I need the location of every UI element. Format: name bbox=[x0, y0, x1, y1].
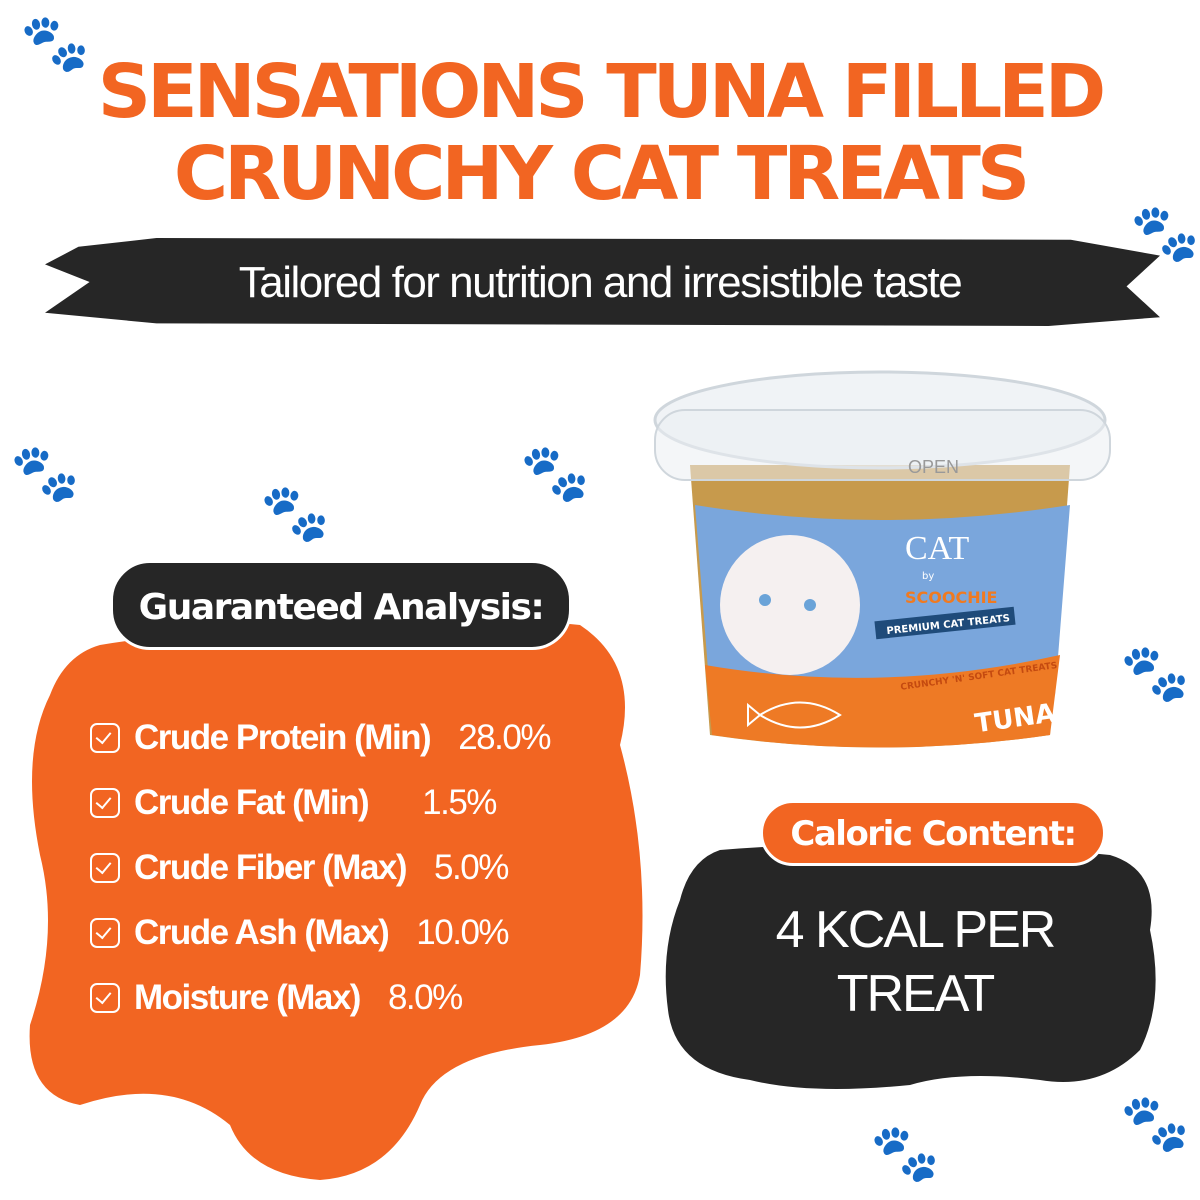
item-label: Crude Ash (Max) bbox=[134, 913, 390, 952]
analysis-item: Crude Fat (Min) 1.5% bbox=[90, 783, 497, 823]
guaranteed-analysis-heading: Guaranteed Analysis: bbox=[110, 560, 572, 650]
paw-icon: 🐾 bbox=[260, 481, 330, 546]
paw-icon: 🐾 bbox=[520, 441, 590, 506]
analysis-item: Moisture (Max) 8.0% bbox=[90, 978, 463, 1018]
analysis-blob bbox=[29, 621, 643, 1180]
paw-icon: 🐾 bbox=[10, 441, 80, 506]
title-line-1: SENSATIONS TUNA FILLED bbox=[97, 49, 1106, 135]
brand-by-text: by bbox=[922, 571, 934, 582]
checkbox-icon bbox=[90, 723, 120, 753]
title-line-2: CRUNCHY CAT TREATS bbox=[173, 131, 1030, 217]
paw-icon: 🐾 bbox=[1120, 641, 1190, 706]
item-value: 8.0% bbox=[387, 978, 463, 1017]
caloric-line-1: 4 KCAL PER bbox=[775, 901, 1057, 959]
checkbox-icon bbox=[90, 788, 120, 818]
item-value: 28.0% bbox=[458, 718, 551, 757]
item-label: Crude Fat (Min) bbox=[134, 783, 370, 822]
item-value: 1.5% bbox=[422, 783, 497, 822]
item-value: 5.0% bbox=[434, 848, 509, 887]
lid-open-text: OPEN bbox=[908, 457, 959, 477]
paw-icon: 🐾 bbox=[20, 11, 90, 76]
caloric-blob bbox=[665, 843, 1156, 1089]
subtitle: Tailored for nutrition and irresistible … bbox=[238, 258, 963, 307]
fish-icon bbox=[747, 701, 842, 729]
checkbox-icon bbox=[90, 918, 120, 948]
item-value: 10.0% bbox=[416, 913, 509, 952]
analysis-item: Crude Protein (Min) 28.0% bbox=[90, 718, 551, 758]
caloric-line-2: TREAT bbox=[836, 965, 996, 1023]
analysis-item: Crude Ash (Max) 10.0% bbox=[90, 913, 510, 953]
brand-logo-text: CAT bbox=[905, 530, 969, 567]
product-tub-image: OPEN CAT by SCOOCHIE PREMIUM CAT TREATS … bbox=[653, 370, 1111, 748]
item-label: Crude Protein (Min) bbox=[134, 718, 432, 757]
paw-icon: 🐾 bbox=[870, 1121, 940, 1186]
subtitle-band bbox=[45, 238, 1160, 326]
paw-icon: 🐾 bbox=[1120, 1091, 1190, 1156]
checkbox-icon bbox=[90, 853, 120, 883]
caloric-content-heading: Caloric Content: bbox=[760, 800, 1106, 866]
checkbox-icon bbox=[90, 983, 120, 1013]
item-label: Crude Fiber (Max) bbox=[134, 848, 408, 887]
analysis-item: Crude Fiber (Max) 5.0% bbox=[90, 848, 509, 888]
caloric-value: 4 KCAL PER TREAT bbox=[700, 898, 1130, 1026]
item-label: Moisture (Max) bbox=[134, 978, 361, 1017]
maker-logo-text: SCOOCHIE bbox=[905, 588, 997, 607]
